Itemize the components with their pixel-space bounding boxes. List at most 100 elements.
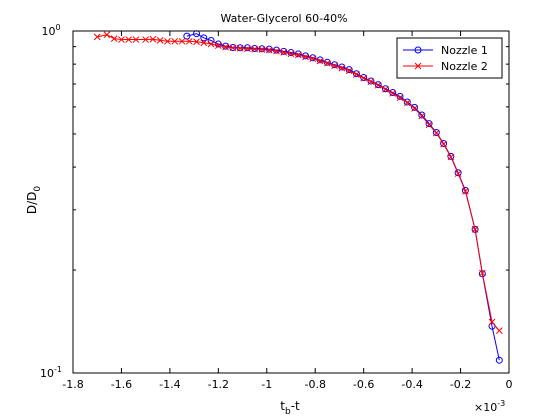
x-axis-label: tb-t (280, 399, 300, 417)
data-point (309, 55, 317, 63)
data-point (280, 47, 288, 55)
y-tick-label: 100 (41, 23, 60, 38)
data-point (171, 37, 179, 45)
data-point (374, 81, 382, 89)
data-point (243, 44, 251, 52)
data-point (495, 327, 503, 334)
data-point (149, 35, 157, 43)
data-point (280, 49, 288, 56)
data-point (132, 36, 140, 43)
data-point (425, 121, 433, 129)
data-point (352, 70, 360, 78)
data-point (403, 98, 411, 106)
data-point (418, 112, 426, 120)
legend-item: Nozzle 1 (403, 44, 488, 57)
y-tick-label: 10-1 (40, 365, 62, 380)
data-point (185, 37, 193, 45)
x-tick-label: -0.2 (450, 378, 471, 391)
data-point (244, 45, 251, 53)
x-tick-label: -1.4 (159, 378, 180, 391)
data-point (374, 81, 382, 89)
data-point (258, 46, 266, 53)
data-point (110, 35, 118, 42)
data-point (200, 39, 208, 47)
data-point (331, 62, 338, 70)
data-point (367, 77, 375, 85)
data-point (414, 46, 422, 54)
x-axis-multiplier: ×10-3 (474, 399, 505, 414)
data-point (251, 44, 259, 52)
data-point (178, 37, 186, 45)
y-axis: 100 10-1 (40, 23, 509, 380)
data-point (294, 51, 302, 59)
data-point (432, 128, 440, 136)
series-layer (93, 30, 503, 364)
data-point (207, 40, 215, 48)
data-point (156, 36, 164, 44)
data-point (454, 170, 462, 177)
data-point (479, 269, 486, 277)
data-point (193, 38, 200, 46)
data-point (360, 74, 368, 82)
legend-label: Nozzle 2 (441, 60, 488, 73)
x-tick-label: -0.6 (353, 378, 374, 391)
data-point (265, 46, 273, 54)
data-point (294, 50, 302, 58)
data-point (389, 88, 397, 96)
data-point (118, 36, 125, 43)
data-point (287, 49, 295, 57)
x-tick-label: -1.2 (208, 378, 229, 391)
data-point (462, 187, 469, 195)
data-point (251, 45, 259, 53)
legend-item: Nozzle 2 (403, 60, 488, 73)
data-point (367, 78, 375, 86)
y-axis-label: D/D0 (25, 186, 43, 215)
x-tick-label: -1 (261, 378, 272, 391)
data-point (432, 129, 440, 137)
data-point (389, 90, 397, 97)
data-point (411, 103, 419, 111)
series-2 (93, 31, 503, 334)
data-point (214, 42, 222, 50)
legend-label: Nozzle 1 (441, 44, 488, 57)
data-point (229, 44, 237, 52)
data-point (265, 45, 273, 53)
data-point (418, 111, 426, 119)
x-axis: -1.8 -1.6 -1.4 -1.2 -1 -0.8 -0.6 -0.4 -0.2 0 (62, 31, 513, 391)
data-point (440, 139, 448, 147)
data-point (447, 153, 455, 161)
data-point (164, 37, 171, 45)
data-point (338, 64, 346, 72)
data-point (403, 99, 411, 107)
data-point (488, 318, 496, 326)
data-point (381, 85, 389, 93)
data-point (316, 57, 324, 65)
data-point (323, 59, 331, 67)
data-point (440, 140, 447, 148)
data-point (495, 356, 503, 364)
data-point (411, 105, 418, 112)
data-point (454, 169, 462, 177)
data-point (414, 62, 422, 70)
data-point (222, 43, 229, 51)
x-tick-label: -0.4 (401, 378, 422, 391)
x-tick-label: -1.8 (62, 378, 83, 391)
data-point (360, 74, 368, 82)
data-point (461, 186, 469, 194)
data-point (382, 86, 389, 93)
data-point (287, 50, 295, 58)
chart-title: Water-Glycerol 60-40% (220, 12, 347, 25)
plot-frame (72, 30, 510, 374)
data-point (272, 46, 280, 54)
data-point (200, 34, 208, 42)
data-point (125, 36, 133, 43)
data-point (353, 71, 360, 78)
plot-area (73, 31, 509, 373)
x-tick-label: -0.8 (304, 378, 325, 391)
data-point (103, 31, 111, 39)
data-point (273, 47, 280, 55)
data-point (345, 67, 353, 75)
data-point (302, 53, 309, 61)
data-point (396, 94, 404, 102)
